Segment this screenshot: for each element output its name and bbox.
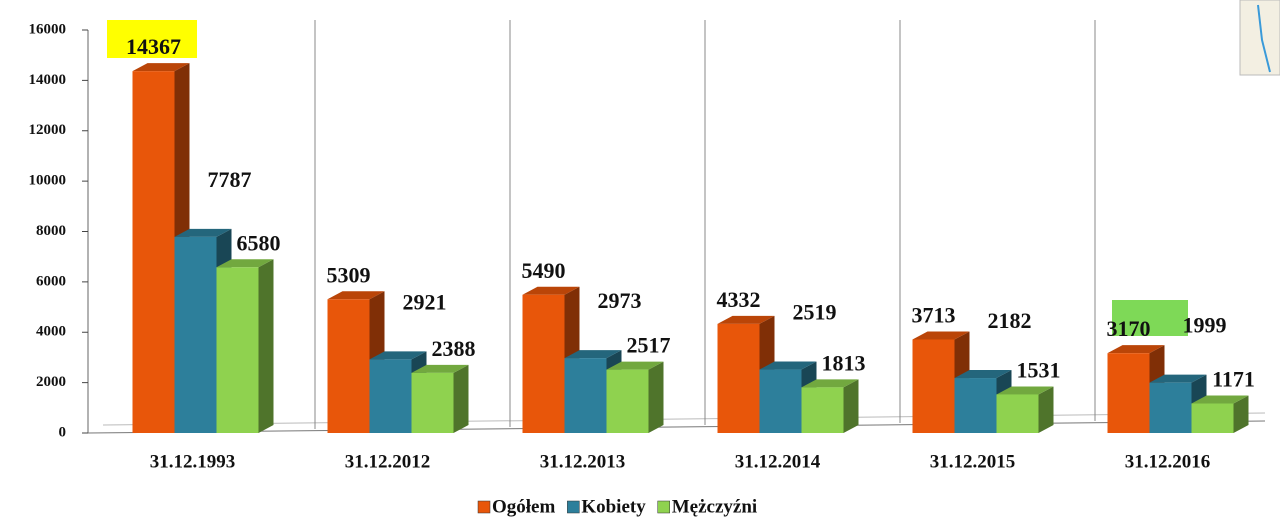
bar-side [453, 364, 469, 433]
bar-top [606, 361, 664, 370]
bar [912, 339, 955, 433]
bar [996, 394, 1039, 433]
data-label: 2517 [627, 333, 671, 358]
bar-side [648, 361, 664, 433]
bar-top [327, 291, 385, 300]
map-icon-river [1257, 4, 1271, 73]
legend-swatch [657, 500, 670, 514]
bar [606, 369, 649, 433]
x-tick-label: 31.12.1993 [150, 451, 236, 472]
data-label: 2921 [403, 289, 447, 314]
y-tick-label: 12000 [29, 122, 67, 138]
bar-side [1038, 386, 1054, 433]
legend-label: Kobiety [581, 496, 646, 517]
bar-top [801, 379, 859, 388]
legend-swatch [477, 500, 491, 514]
bar-top [216, 259, 274, 268]
bar [759, 369, 802, 433]
bar [216, 267, 259, 433]
x-tick-label: 31.12.2013 [540, 451, 626, 472]
bar-side [843, 379, 859, 433]
map-icon [1239, 0, 1280, 76]
data-label: 5309 [327, 262, 371, 287]
bar [801, 387, 844, 433]
y-tick-label: 4000 [36, 324, 66, 340]
label-highlight [1112, 300, 1188, 336]
bar [564, 358, 607, 433]
legend-swatch [567, 500, 580, 514]
y-tick-label: 10000 [29, 173, 67, 189]
bar-top [411, 364, 469, 373]
label-highlight [107, 20, 197, 58]
data-label: 2388 [432, 336, 476, 361]
data-label: 7787 [208, 167, 252, 192]
x-tick-label: 31.12.2016 [1125, 451, 1211, 472]
bar-side [258, 259, 274, 433]
bar-top [1191, 395, 1249, 404]
bar-side [1233, 395, 1249, 433]
bar [369, 359, 412, 433]
bar-top [522, 286, 580, 295]
floor-line [87, 420, 1266, 434]
bar [1107, 353, 1150, 433]
bar-top [1107, 345, 1165, 354]
x-tick-label: 31.12.2015 [930, 451, 1016, 472]
bar-top [717, 315, 775, 324]
floor-back-line [102, 412, 1266, 426]
y-tick-label: 8000 [36, 223, 66, 239]
data-label: 1171 [1212, 367, 1255, 392]
data-label: 5490 [522, 258, 566, 283]
bar [1191, 403, 1234, 433]
bar [327, 299, 370, 433]
bar [174, 236, 217, 433]
x-tick-label: 31.12.2014 [735, 451, 821, 472]
x-tick-label: 31.12.2012 [345, 451, 431, 472]
bar-top [996, 386, 1054, 395]
bar [954, 378, 997, 433]
data-label: 2182 [988, 308, 1032, 333]
data-label: 1531 [1017, 357, 1061, 382]
bar-top [1149, 374, 1207, 383]
y-tick-label: 14000 [29, 72, 67, 88]
y-tick-label: 6000 [36, 273, 66, 289]
data-label: 3170 [1107, 316, 1151, 341]
data-label: 3713 [912, 303, 956, 328]
bar [717, 323, 760, 433]
bar-top [132, 63, 190, 72]
data-label: 6580 [237, 230, 281, 255]
bar-top [954, 370, 1012, 379]
bar-top [174, 228, 232, 237]
bar [132, 71, 175, 433]
legend-label: Mężczyźni [672, 496, 757, 517]
data-label: 14367 [126, 34, 181, 59]
data-label: 2519 [793, 300, 837, 325]
bar-top [564, 350, 622, 359]
data-label: 4332 [717, 287, 761, 312]
y-tick-label: 0 [59, 424, 67, 440]
data-label: 1813 [822, 350, 866, 375]
bar [522, 294, 565, 433]
bar [1149, 382, 1192, 433]
legend-label: Ogółem [492, 496, 555, 517]
y-tick-label: 2000 [36, 374, 66, 390]
bar-top [369, 351, 427, 360]
bar [411, 372, 454, 433]
y-tick-label: 16000 [29, 21, 67, 37]
bar-top [912, 331, 970, 340]
data-label: 2973 [598, 288, 642, 313]
data-label: 1999 [1183, 313, 1227, 338]
bar-top [759, 361, 817, 370]
